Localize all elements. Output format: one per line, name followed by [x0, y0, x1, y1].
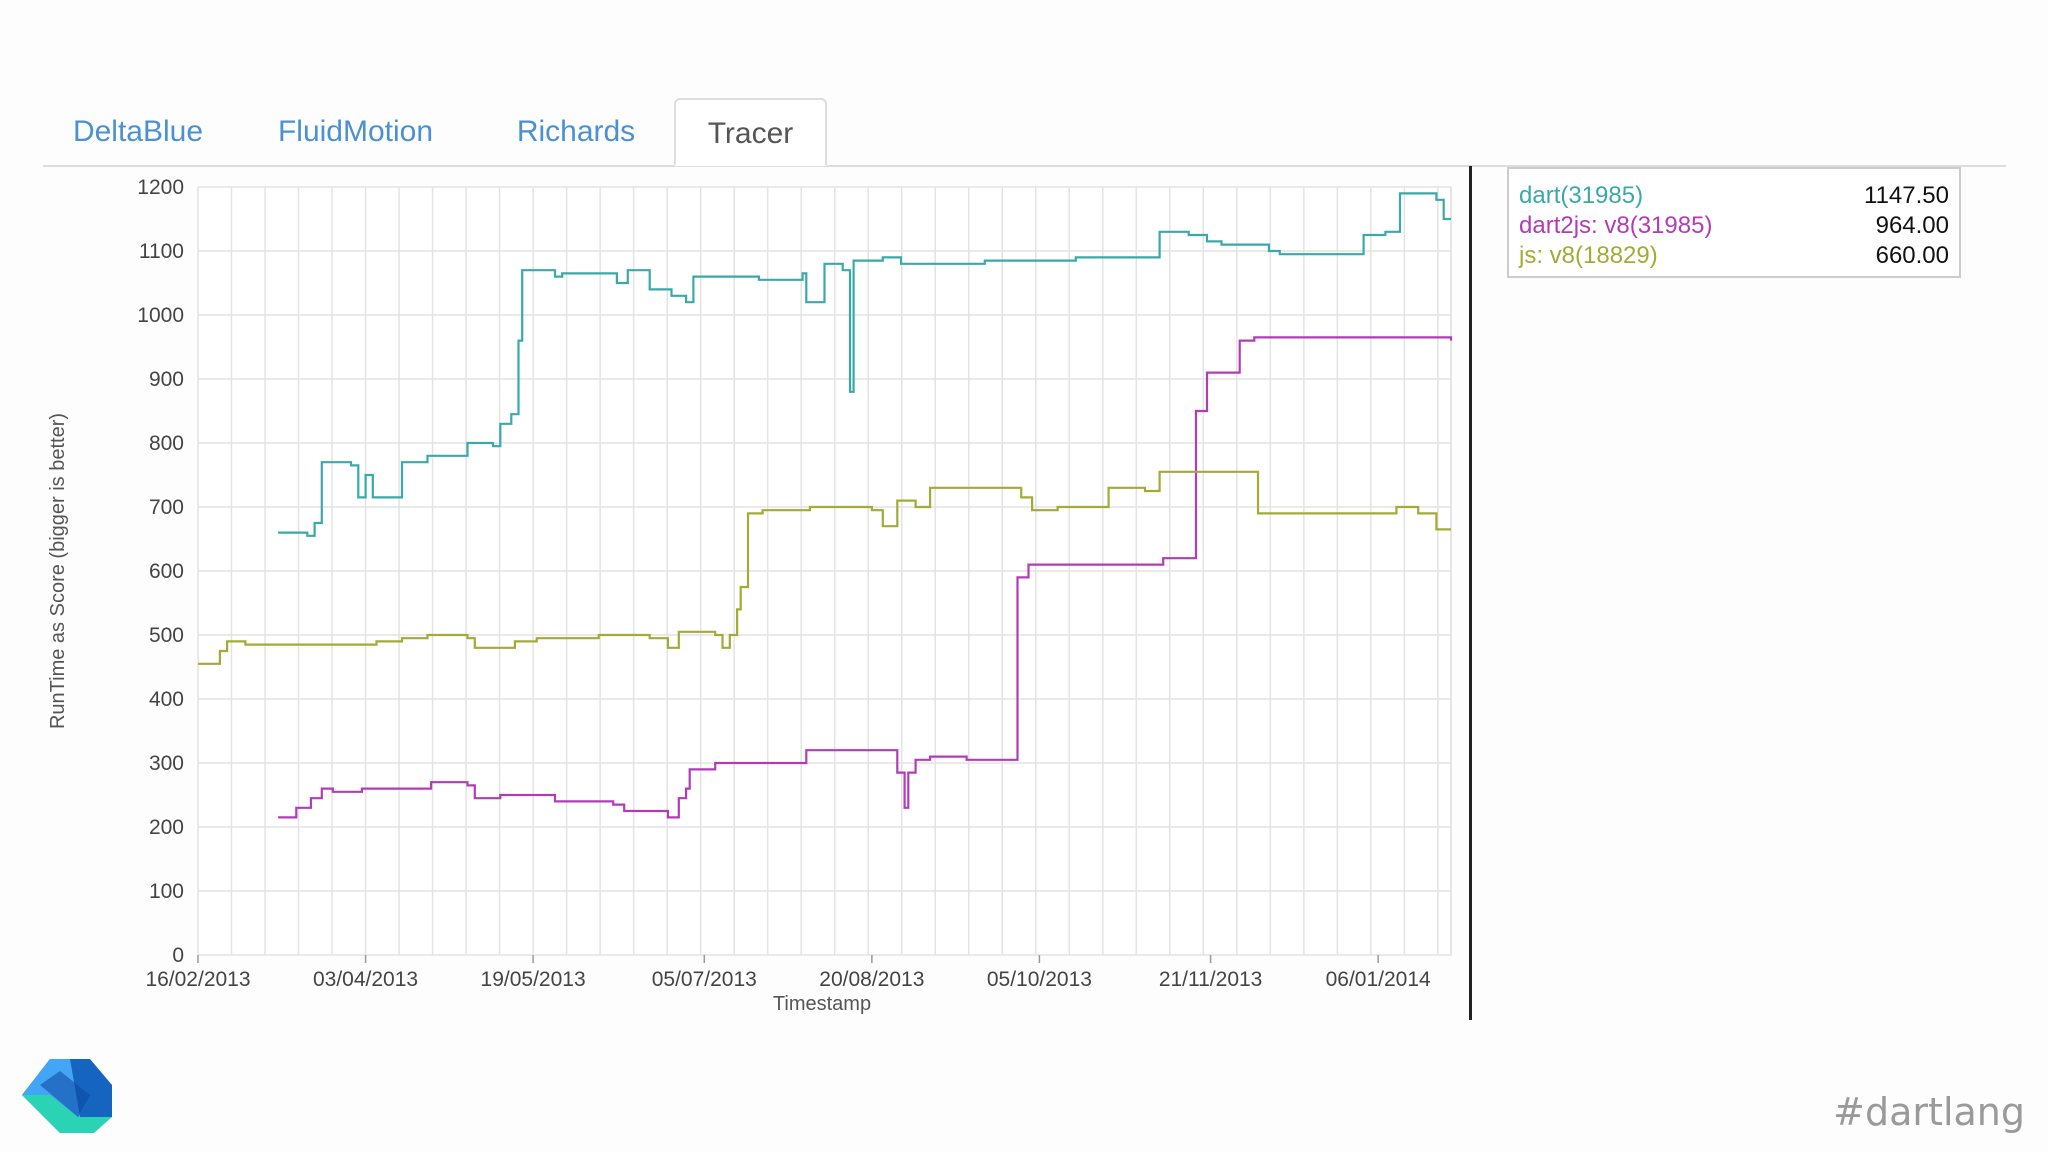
y-tick-label: 600	[149, 560, 184, 583]
legend-name-dart: dart(31985)	[1519, 182, 1644, 209]
chart-grid	[197, 186, 1452, 956]
benchmark-chart: 0 100 200 300 400 500 600 700 800 900 1000 1100 1200…	[47, 176, 1453, 1015]
y-tick-label: 1000	[137, 304, 184, 327]
y-tick-label: 1200	[137, 176, 184, 199]
x-tick-label: 05/07/2013	[652, 968, 757, 991]
x-tick-label: 03/04/2013	[313, 968, 418, 991]
x-tick-label: 05/10/2013	[987, 968, 1092, 991]
series-line-2	[198, 470, 1451, 665]
y-tick-label: 300	[149, 752, 184, 775]
series-line-0	[278, 192, 1451, 537]
legend-row: dart2js: v8(31985) 964.00	[1519, 211, 1949, 241]
chart-series	[198, 192, 1453, 819]
y-tick-label: 400	[149, 688, 184, 711]
legend-box: dart(31985) 1147.50 dart2js: v8(31985) 9…	[1507, 167, 1961, 278]
tab-tracer[interactable]: Tracer	[674, 98, 827, 166]
legend-value-dart2js: 964.00	[1875, 212, 1949, 239]
legend-row: dart(31985) 1147.50	[1519, 181, 1949, 211]
y-tick-label: 800	[149, 432, 184, 455]
y-tick-label: 500	[149, 624, 184, 647]
x-tick-label: 20/08/2013	[819, 968, 924, 991]
y-tick-label: 1100	[139, 240, 184, 263]
y-tick-label: 0	[172, 944, 184, 967]
y-axis-title: RunTime as Score (bigger is better)	[47, 413, 69, 729]
legend-name-js: js: v8(18829)	[1519, 242, 1658, 269]
x-tick-label: 06/01/2014	[1326, 968, 1431, 991]
chart-separator	[1469, 166, 1472, 1020]
y-tick-label: 900	[149, 368, 184, 391]
x-tick-label: 16/02/2013	[145, 968, 250, 991]
x-tick-label: 21/11/2013	[1159, 968, 1263, 991]
dart-logo-icon	[22, 1059, 112, 1133]
y-tick-label: 100	[149, 880, 184, 903]
legend-value-js: 660.00	[1875, 242, 1949, 269]
series-line-1	[278, 336, 1453, 819]
legend-value-dart: 1147.50	[1864, 182, 1949, 209]
y-tick-label: 200	[149, 816, 184, 839]
x-tick-label: 19/05/2013	[481, 968, 586, 991]
x-axis-title: Timestamp	[773, 993, 871, 1015]
tabs-divider	[43, 165, 2006, 167]
legend-row: js: v8(18829) 660.00	[1519, 241, 1949, 271]
tab-fluidmotion[interactable]: FluidMotion	[277, 115, 434, 148]
tab-richards[interactable]: Richards	[516, 115, 636, 148]
y-tick-label: 700	[149, 496, 184, 519]
x-axis: 16/02/2013 03/04/2013 19/05/2013 05/07/2013…	[145, 955, 1431, 991]
hashtag-label: #dartlang	[1833, 1090, 2025, 1134]
benchmark-tabs: DeltaBlue FluidMotion Richards Tracer	[43, 98, 2006, 166]
tab-deltablue[interactable]: DeltaBlue	[72, 115, 204, 148]
legend-name-dart2js: dart2js: v8(31985)	[1519, 212, 1713, 239]
y-axis: 0 100 200 300 400 500 600 700 800 900 1000 1100 1200	[137, 176, 184, 967]
